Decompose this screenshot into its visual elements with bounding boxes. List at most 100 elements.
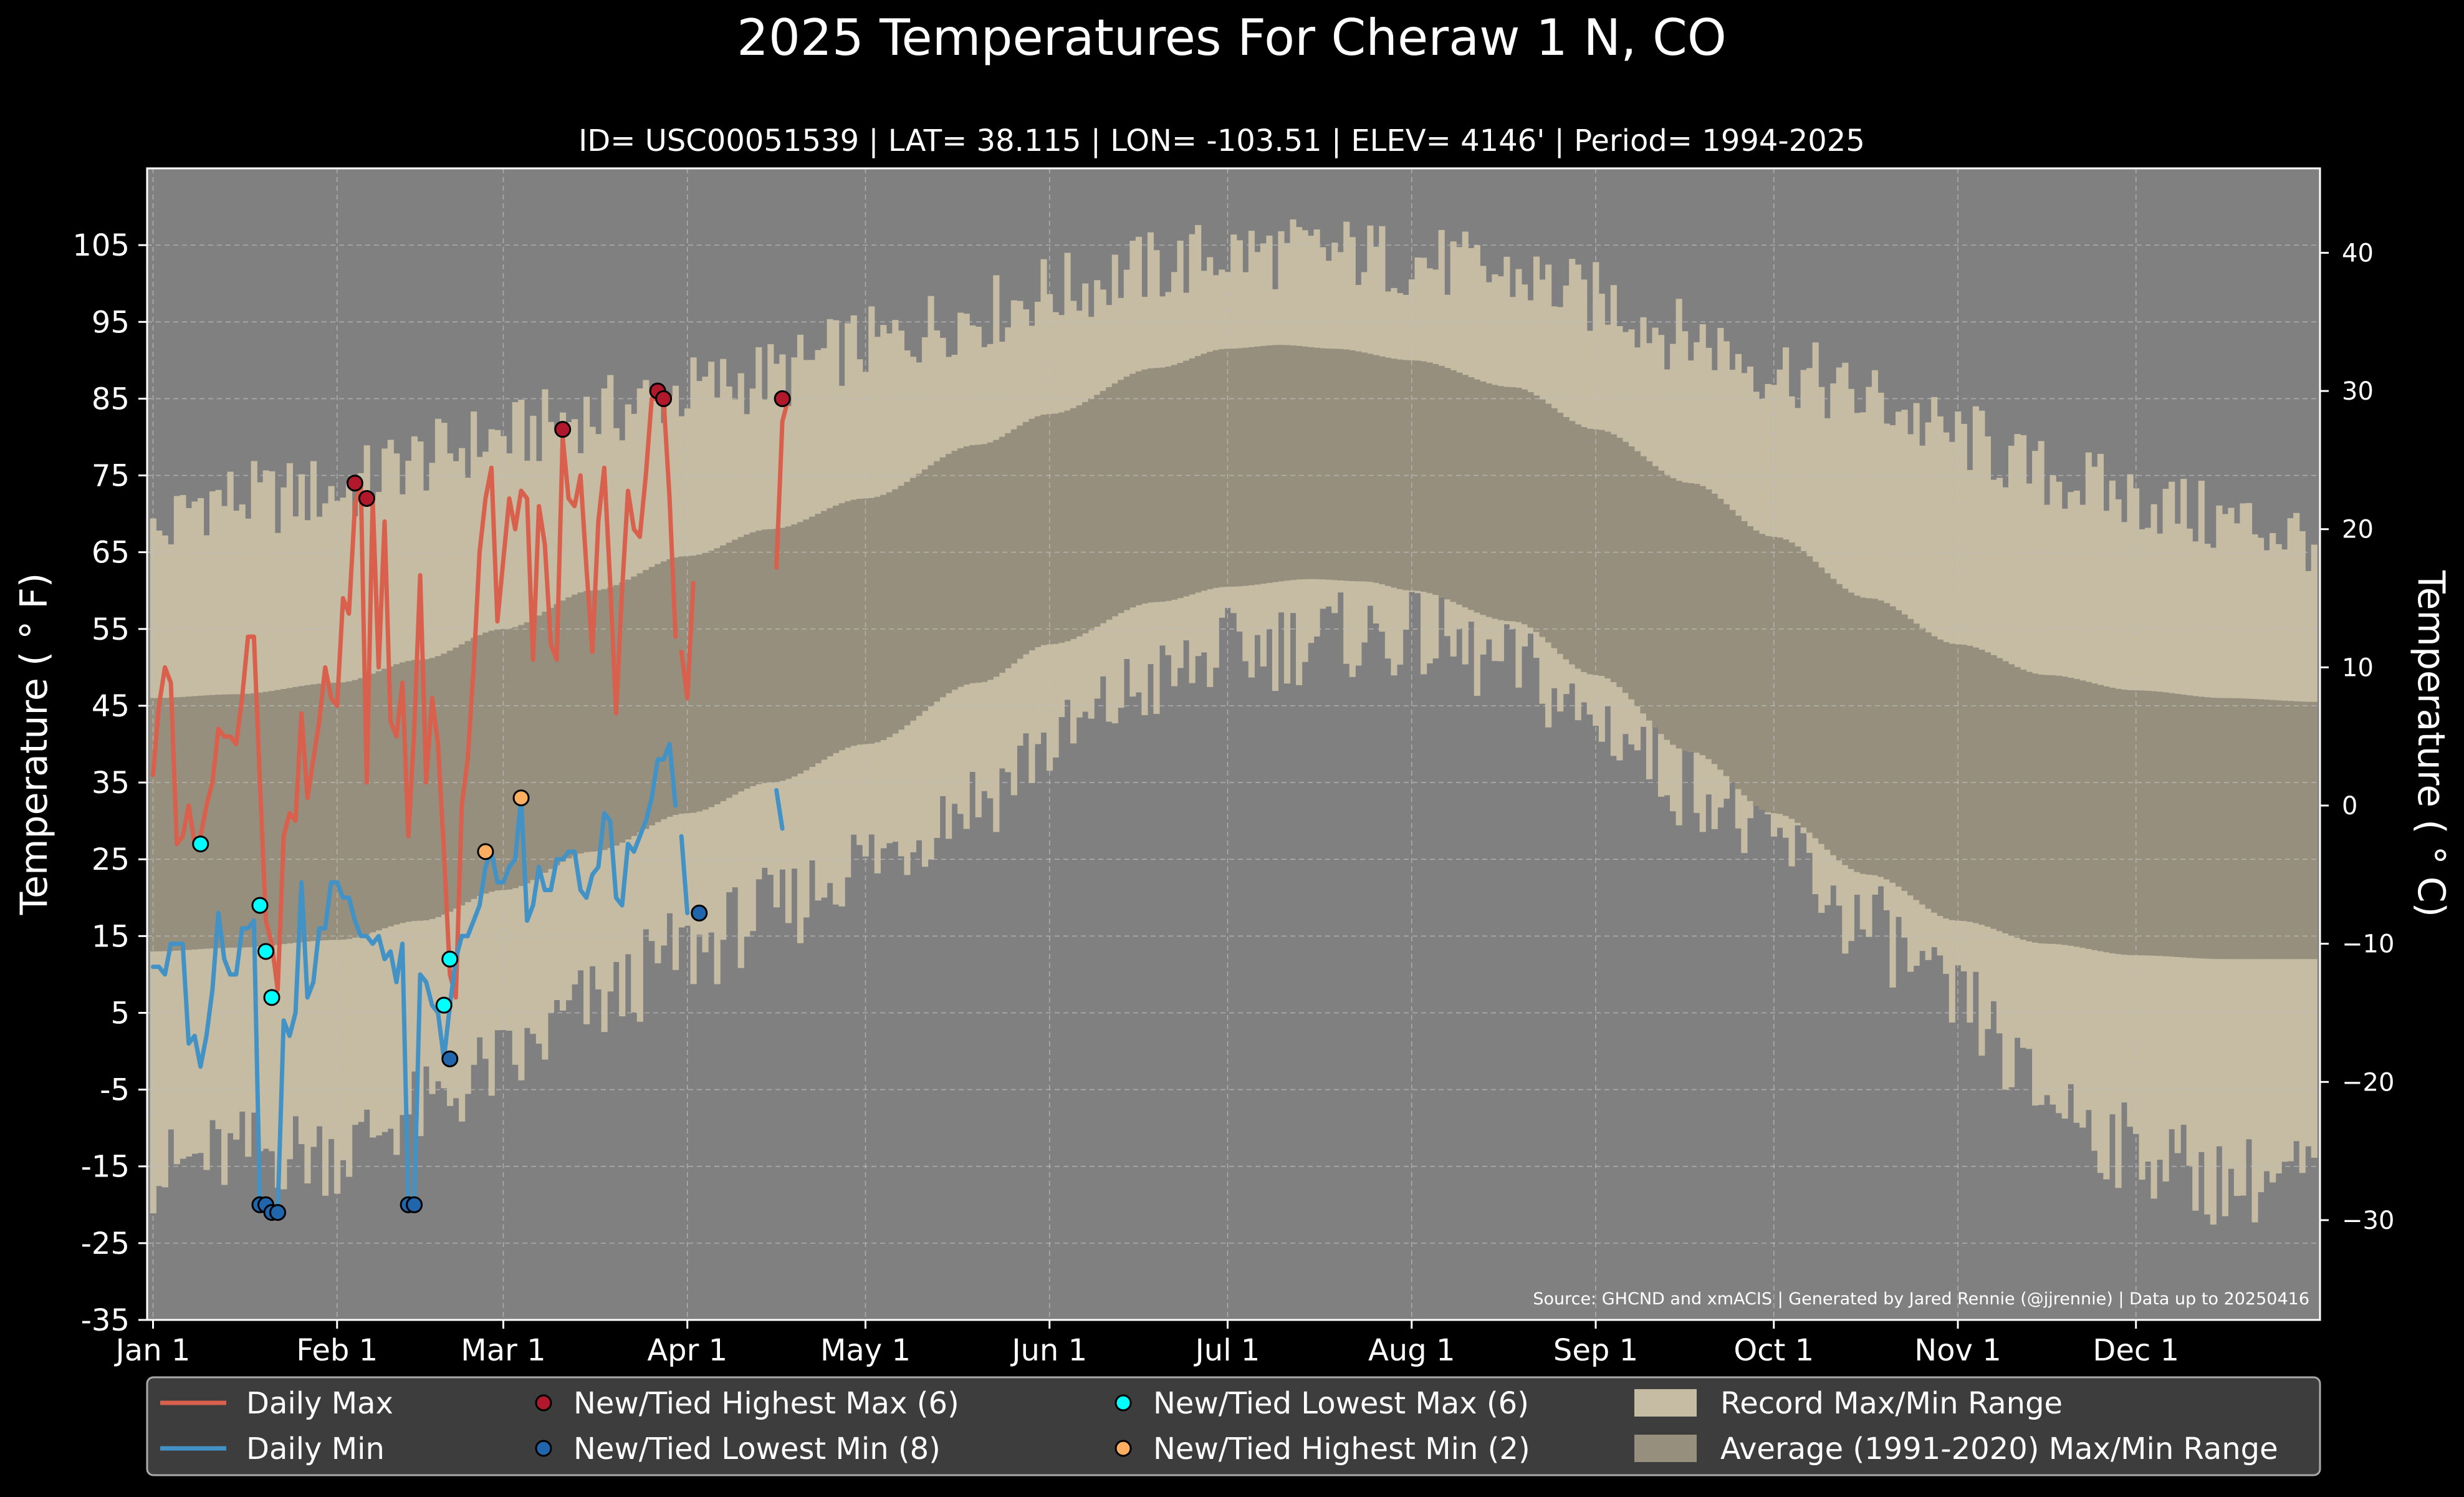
y-tick-label-right: −10: [2342, 930, 2394, 959]
average-range-bar: [1604, 431, 1611, 678]
y-tick-label-left: 55: [92, 612, 130, 647]
average-range-bar: [660, 561, 668, 819]
average-range-bar: [429, 658, 436, 919]
average-range-bar: [1212, 350, 1219, 588]
average-range-bar: [399, 662, 406, 923]
average-range-bar: [370, 673, 376, 933]
average-range-bar: [1201, 354, 1207, 591]
average-range-bar: [453, 647, 459, 909]
average-range-bar: [1658, 470, 1665, 734]
marker-lowest-max: [192, 835, 209, 853]
average-range-bar: [2311, 701, 2318, 960]
average-range-bar: [1456, 372, 1463, 605]
average-range-bar: [1254, 346, 1261, 585]
average-range-bar: [1432, 363, 1439, 595]
marker-lowest-max: [435, 996, 453, 1014]
legend-box: [146, 1376, 2321, 1476]
average-range-bar: [1682, 482, 1689, 751]
average-range-bar: [749, 532, 756, 786]
y-tick-label-left: 45: [92, 689, 130, 724]
average-range-bar: [2109, 687, 2116, 953]
average-range-bar: [2192, 696, 2199, 958]
average-range-bar: [939, 457, 946, 698]
average-range-bar: [583, 591, 590, 852]
average-range-bar: [209, 695, 216, 949]
average-range-bar: [1070, 408, 1077, 639]
marker-lowest-max: [251, 897, 269, 914]
average-range-bar: [619, 582, 626, 843]
marker-highest-max: [358, 489, 375, 507]
marker-highest-min: [512, 789, 530, 807]
x-tick-label: Jun 1: [1010, 1333, 1087, 1368]
average-range-bar: [1040, 414, 1047, 645]
average-range-bar: [726, 542, 732, 798]
average-range-bar: [346, 681, 353, 939]
average-range-bar: [921, 469, 929, 711]
average-range-bar: [1022, 421, 1030, 655]
average-range-bar: [1135, 371, 1142, 605]
average-range-bar: [808, 516, 816, 768]
average-range-bar: [494, 629, 501, 891]
y-axis-label-left: Temperature ( ° F): [12, 573, 56, 916]
average-range-bar: [595, 590, 602, 852]
average-range-bar: [1028, 418, 1035, 651]
average-range-bar: [1320, 348, 1326, 580]
average-range-bar: [1421, 361, 1427, 592]
average-range-bar: [251, 693, 257, 947]
average-range-bar: [607, 587, 614, 849]
average-range-bar: [1384, 357, 1392, 586]
average-range-bar: [993, 440, 1000, 677]
average-range-bar: [1741, 521, 1748, 796]
record-markers: [192, 382, 791, 1221]
x-tick-label: Jul 1: [1194, 1333, 1260, 1368]
average-range-bar: [1758, 534, 1766, 810]
average-range-bar: [1765, 536, 1771, 812]
marker-highest-max: [655, 390, 673, 407]
average-range-bar: [1949, 643, 1955, 920]
average-range-bar: [2210, 698, 2217, 959]
average-range-bar: [2287, 701, 2294, 960]
average-range-bar: [180, 696, 186, 951]
x-tick-label: Apr 1: [647, 1333, 727, 1368]
average-range-bar: [874, 496, 881, 743]
legend-label: New/Tied Highest Max (6): [573, 1386, 959, 1421]
average-range-bar: [1634, 451, 1641, 706]
average-range-bar: [1171, 365, 1178, 600]
average-range-bar: [1729, 509, 1736, 783]
legend-label: Record Max/Min Range: [1720, 1386, 2063, 1421]
average-range-bar: [1111, 383, 1118, 617]
y-tick-label-left: 35: [92, 766, 130, 801]
average-range-bar: [1521, 389, 1528, 625]
average-range-bar: [1913, 623, 1920, 900]
average-range-bar: [909, 478, 917, 721]
average-range-bar: [1426, 362, 1433, 594]
average-range-bar: [441, 653, 448, 915]
average-range-bar: [2186, 695, 2193, 958]
marker-lowest-min: [406, 1196, 423, 1213]
daily-min-line: [774, 787, 785, 831]
average-range-bar: [648, 567, 655, 826]
average-range-bar: [1907, 619, 1914, 896]
average-range-bar: [387, 666, 394, 927]
average-range-bar: [1076, 405, 1083, 637]
average-range-bar: [2251, 699, 2258, 960]
average-range-bar: [1165, 366, 1172, 601]
average-range-bar: [1652, 466, 1659, 728]
average-range-bar: [767, 529, 774, 783]
average-range-bar: [1931, 636, 1938, 913]
average-range-bar: [1219, 349, 1225, 587]
average-range-bar: [1503, 387, 1510, 621]
average-range-bar: [904, 481, 911, 726]
average-range-bar: [2270, 700, 2276, 960]
legend-label: New/Tied Highest Min (2): [1153, 1432, 1530, 1466]
average-range-bar: [304, 685, 311, 942]
average-range-bar: [1717, 498, 1724, 770]
average-range-bar: [459, 644, 466, 906]
chart-title: 2025 Temperatures For Cheraw 1 N, CO: [737, 9, 1727, 67]
average-range-bar: [1118, 380, 1124, 614]
average-range-bar: [1260, 345, 1267, 584]
average-range-bar: [1545, 403, 1552, 643]
average-range-bar: [1308, 347, 1315, 579]
average-range-bar: [2157, 691, 2164, 956]
average-range-bar: [2281, 700, 2288, 960]
